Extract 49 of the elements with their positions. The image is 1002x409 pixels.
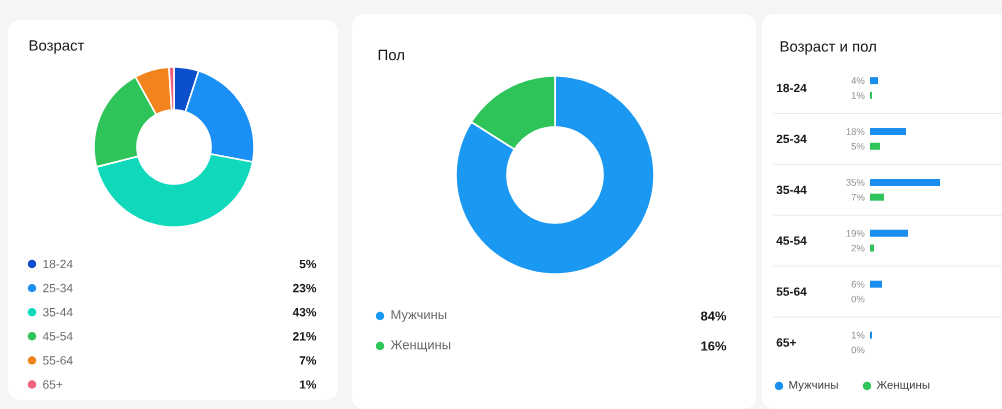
data-label: 21% xyxy=(292,332,317,341)
chart-title: Возраст xyxy=(29,40,85,54)
data-label: 1% xyxy=(851,331,865,339)
bar xyxy=(870,178,941,186)
bar xyxy=(870,77,879,85)
data-label: 0% xyxy=(851,295,865,303)
legend-label: 25-34 xyxy=(43,283,73,293)
data-label: 2% xyxy=(851,244,865,252)
legend-label: Мужчины xyxy=(391,310,447,322)
data-label: 7% xyxy=(851,193,865,201)
y-tick-label: 55-64 xyxy=(776,287,807,296)
y-tick-label: 65+ xyxy=(776,338,796,347)
bar xyxy=(870,244,875,252)
legend-label: Женщины xyxy=(390,340,451,352)
legend-label: 35-44 xyxy=(42,307,73,317)
data-label: 16% xyxy=(701,341,727,351)
bar xyxy=(870,280,883,288)
bar xyxy=(870,193,885,201)
data-label: 4% xyxy=(851,77,865,84)
legend-label: Женщины xyxy=(876,380,930,392)
legend-label: Мужчины xyxy=(789,380,838,392)
data-label: 6% xyxy=(851,280,865,288)
y-tick-label: 35-44 xyxy=(776,185,807,195)
y-tick-label: 18-24 xyxy=(776,83,807,93)
data-label: 43% xyxy=(292,307,317,317)
legend-label: 18-24 xyxy=(43,259,73,269)
chart-title: Возраст и пол xyxy=(780,41,876,55)
bar xyxy=(870,142,881,150)
bar xyxy=(870,128,907,136)
bar xyxy=(870,91,873,99)
legend-label: 55-64 xyxy=(43,356,73,365)
data-label: 1% xyxy=(851,92,865,99)
data-label: 0% xyxy=(851,346,865,354)
y-tick-label: 25-34 xyxy=(776,134,807,144)
data-label: 1% xyxy=(299,380,317,389)
data-label: 19% xyxy=(846,229,865,237)
data-label: 5% xyxy=(851,142,865,150)
data-label: 23% xyxy=(292,283,317,293)
chart-title: Пол xyxy=(378,49,404,61)
data-label: 84% xyxy=(700,311,727,321)
y-tick-label: 45-54 xyxy=(776,236,807,245)
bar xyxy=(870,331,873,339)
data-label: 35% xyxy=(846,179,865,186)
legend-label: 65+ xyxy=(43,380,63,389)
data-label: 7% xyxy=(299,356,317,365)
bar xyxy=(870,229,909,237)
data-label: 18% xyxy=(846,128,865,135)
data-label: 5% xyxy=(299,259,317,269)
legend-label: 45-54 xyxy=(42,332,73,341)
